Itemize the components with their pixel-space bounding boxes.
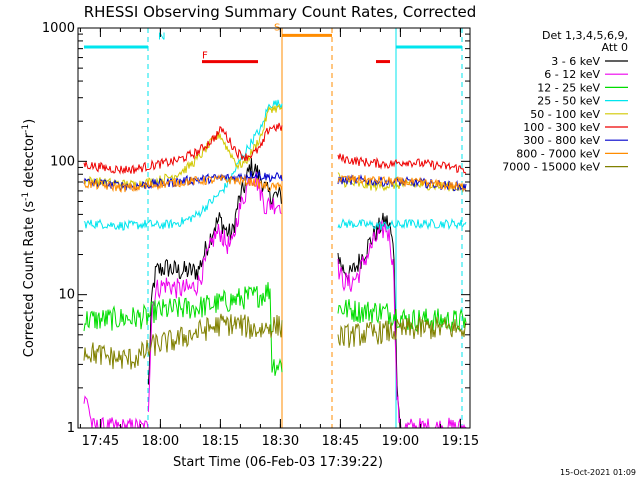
series-line-7-1 [337,174,467,193]
legend-label: 800 - 7000 keV [516,147,600,160]
series-line-5-0 [83,122,283,175]
series-line-8-0 [83,313,283,370]
series-line-2-0 [83,282,283,376]
series-line-6-0 [83,170,283,191]
legend-header: Att 0 [602,41,628,54]
y-axis-label: Corrected Count Rate (s-1 detector-1) [21,119,37,357]
series-100-300-kev [83,122,467,175]
flag-label-F: F [202,51,208,62]
x-tick-label: 18:45 [322,434,359,449]
plot-area [83,28,467,428]
y-axis-label-part3: ) [22,119,37,124]
legend-label: 7000 - 15000 keV [502,161,600,174]
series-line-1-0 [83,395,149,428]
x-tick-label: 19:00 [382,434,419,449]
x-tick-label: 18:00 [142,434,179,449]
series-line-7-0 [83,173,283,193]
series-line-5-1 [337,153,467,174]
x-tick-label: 18:30 [262,434,299,449]
chart-title: RHESSI Observing Summary Count Rates, Co… [84,3,477,21]
x-tick-label: 17:45 [82,434,119,449]
x-tick-label: 19:15 [442,434,479,449]
legend-label: 50 - 100 keV [530,108,600,121]
plot-frame [77,27,471,429]
flag-label-N: N [158,31,165,42]
legend-header: Det 1,3,4,5,6,9, [542,29,628,42]
series-line-3-0 [83,99,283,231]
series-line-1-2 [337,219,467,428]
x-tick-label: 18:15 [202,434,239,449]
y-axis-label-part1: Corrected Count Rate (s [22,201,37,358]
series-6-12-kev [83,171,467,428]
series-line-8-1 [337,316,467,348]
legend-label: 3 - 6 keV [551,55,600,68]
y-tick-label: 10 [58,288,75,303]
footer-date: 15-Oct-2021 01:09 [560,468,636,477]
y-axis-label-part2: detector [22,132,37,192]
y-tick-label: 1000 [42,21,75,36]
series-line-3-1 [337,217,467,232]
legend-label: 100 - 300 keV [523,121,600,134]
y-axis-label-sup1: -1 [21,192,31,201]
series-line-1-1 [147,171,282,412]
legend-label: 25 - 50 keV [537,95,600,108]
legend-label: 6 - 12 keV [544,68,600,81]
series-25-50-kev [83,99,467,232]
y-tick-label: 1 [67,421,75,436]
y-axis-label-sup2: -1 [21,124,31,133]
legend-label: 300 - 800 keV [523,134,600,147]
legend-label: 12 - 25 keV [537,81,600,94]
y-tick-label: 100 [50,154,75,169]
series-800-7000-kev [83,173,467,193]
series-7000-15000-kev [83,313,467,370]
x-axis-label: Start Time (06-Feb-03 17:39:22) [173,455,383,470]
